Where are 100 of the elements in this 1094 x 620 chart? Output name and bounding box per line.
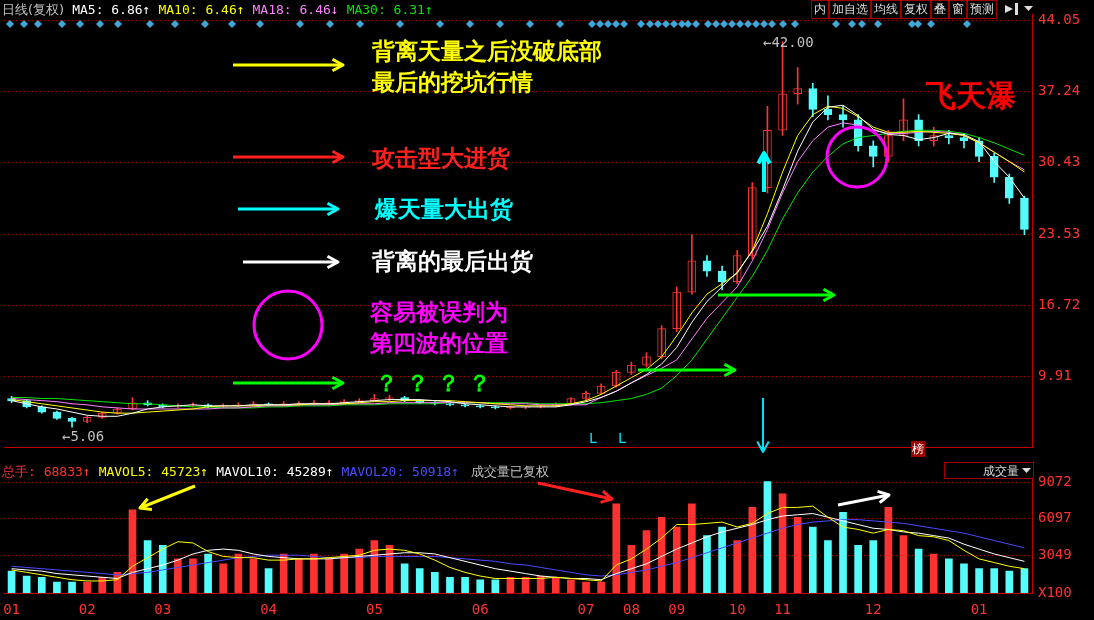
- annotation: 爆天量大出货: [375, 194, 513, 224]
- annotation: 飞天瀑: [926, 77, 1016, 115]
- annotation: 容易被误判为第四波的位置: [370, 297, 509, 358]
- bar: [1005, 570, 1014, 594]
- annotation: 窗: [949, 0, 967, 19]
- bar: [340, 553, 348, 594]
- annotation: 攻击型大进货: [372, 143, 510, 173]
- bar: [945, 558, 953, 594]
- bar: [7, 570, 16, 594]
- annotation: 均线: [871, 0, 901, 19]
- y-tick-label: 16.72: [1038, 296, 1081, 313]
- bar: [310, 553, 318, 594]
- bar: [899, 535, 908, 594]
- text: 成交量: [983, 464, 1019, 478]
- bar: [551, 576, 560, 594]
- bar: [174, 558, 182, 594]
- bar: [249, 558, 258, 594]
- annotation: ←5.06: [62, 428, 105, 444]
- bar: [1020, 568, 1029, 594]
- y-tick-label: X100: [1038, 583, 1072, 600]
- bar: [204, 553, 212, 594]
- annotation: 成交量已复权: [471, 462, 550, 481]
- bar: [582, 581, 590, 594]
- bar: [718, 526, 726, 594]
- annotation: 预测: [967, 0, 997, 19]
- bar: [567, 579, 575, 594]
- y-tick-label: 23.53: [1038, 224, 1081, 241]
- annotation: 榜: [911, 441, 925, 457]
- x-tick-label: 07: [577, 601, 595, 618]
- bar: [597, 581, 605, 594]
- bar: [808, 526, 817, 594]
- x-tick-label: 08: [622, 601, 640, 618]
- bar: [536, 575, 545, 594]
- x-tick-label: 01: [3, 601, 20, 618]
- x-tick-label: 09: [668, 601, 686, 618]
- bar: [219, 563, 228, 594]
- bar: [68, 581, 76, 594]
- text: MA5: 6.86↑: [72, 2, 151, 17]
- x-tick-label: 10: [728, 601, 746, 618]
- y-tick-label: 30.43: [1038, 152, 1081, 169]
- bar: [975, 568, 983, 594]
- annotation: 背离的最后出货: [372, 246, 533, 276]
- y-tick-label: 37.24: [1038, 81, 1081, 98]
- y-tick-label: 44.05: [1038, 10, 1081, 27]
- bar: [189, 558, 197, 594]
- bar: [960, 563, 968, 594]
- bar: [869, 540, 878, 594]
- text: MAVOL10: 45289↑: [216, 464, 334, 479]
- bar: [53, 581, 61, 594]
- bar: [415, 568, 424, 594]
- bar: [476, 579, 485, 594]
- annotation: 叠: [931, 0, 949, 19]
- bar: [914, 548, 923, 594]
- candlestick: [445, 402, 455, 407]
- bar: [325, 558, 333, 594]
- bar: [612, 503, 621, 594]
- x-tick-label: 01: [970, 601, 988, 618]
- y-tick-label: 3049: [1038, 546, 1072, 563]
- y-tick-label: 6097: [1038, 509, 1072, 526]
- x-tick-label: 06: [471, 601, 489, 618]
- annotation: 总手: 68833↑: [2, 462, 91, 481]
- x-tick-label: 05: [365, 601, 383, 618]
- annotation: 背离天量之后没破底部最后的挖坑行情: [372, 36, 603, 97]
- x-tick-label: 11: [774, 601, 791, 618]
- text: MAVOL5: 45723↑: [98, 464, 209, 479]
- bar: [355, 548, 364, 594]
- bar: [22, 575, 31, 594]
- bar: [748, 507, 757, 594]
- text: MA18: 6.46↓: [252, 2, 339, 17]
- annotation: ←42.00: [763, 33, 814, 50]
- bar: [461, 576, 469, 594]
- y-tick-label: 9072: [1038, 472, 1072, 489]
- annotation: L: [618, 430, 627, 446]
- annotation: 加自选: [829, 0, 871, 19]
- bar: [929, 553, 938, 594]
- annotation: L: [589, 430, 598, 446]
- bar: [733, 540, 742, 594]
- bar: [793, 516, 802, 594]
- bar: [83, 581, 91, 594]
- bar: [446, 576, 454, 594]
- chart-title: 日线(复权): [2, 0, 65, 19]
- bar: [990, 568, 999, 594]
- bar: [234, 553, 243, 594]
- text: MA30: 6.31↑: [346, 2, 433, 17]
- x-tick-label: 02: [78, 601, 96, 618]
- annotation: ？ ？ ？ ？: [375, 368, 492, 398]
- bar: [839, 511, 847, 594]
- bar: [158, 545, 167, 594]
- bar: [688, 503, 696, 594]
- text: MA10: 6.46↑: [158, 2, 245, 17]
- text: MAVOL20: 50918↑: [341, 464, 460, 479]
- bar: [672, 526, 681, 594]
- annotation: 内: [811, 0, 829, 19]
- bar: [824, 540, 832, 594]
- annotation: 复权: [901, 0, 931, 19]
- bar: [37, 576, 46, 594]
- x-tick-label: 04: [260, 601, 277, 618]
- bar: [264, 568, 273, 594]
- bar: [854, 545, 862, 594]
- bar: [294, 558, 303, 594]
